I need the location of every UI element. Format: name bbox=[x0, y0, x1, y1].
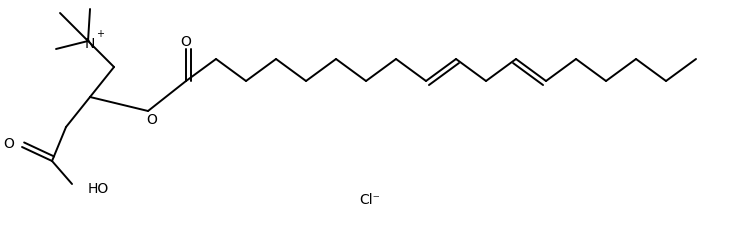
Text: HO: HO bbox=[88, 181, 109, 195]
Text: O: O bbox=[180, 35, 192, 49]
Text: O: O bbox=[3, 136, 14, 150]
Text: O: O bbox=[147, 113, 157, 126]
Text: N: N bbox=[85, 37, 96, 51]
Text: Cl⁻: Cl⁻ bbox=[359, 192, 381, 206]
Text: +: + bbox=[96, 29, 104, 39]
